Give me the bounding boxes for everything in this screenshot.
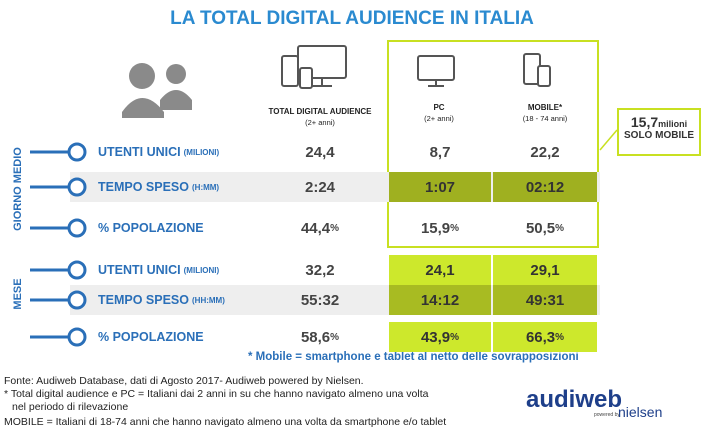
cell-unit: % <box>330 331 340 343</box>
row-label-text: % POPOLAZIONE <box>98 221 204 235</box>
cell-value: 49:31 <box>525 291 565 309</box>
cell-value: 44,4 <box>300 219 331 237</box>
source-line: Fonte: Audiweb Database, dati di Agosto … <box>4 375 364 387</box>
source-line: nel periodo di rilevazione <box>12 401 129 413</box>
highlight-frame <box>387 40 599 248</box>
column-label: PC <box>433 103 445 112</box>
logo-powered: powered by <box>594 412 620 418</box>
logo-brand: audiweb <box>526 386 623 413</box>
cell: 50,5% <box>493 213 597 243</box>
cell-value: 1:07 <box>424 178 456 196</box>
cell: 29,1 <box>493 255 597 285</box>
callout-unit: milioni <box>658 119 688 129</box>
cell: 24,4 <box>255 137 385 167</box>
connector-dot <box>67 260 87 280</box>
column-sub: (2+ anni) <box>424 114 454 123</box>
logo-partner: nielsen <box>618 404 663 420</box>
cell-value: 2:24 <box>304 178 336 196</box>
cell: 55:32 <box>255 285 385 315</box>
row-label-text: % POPOLAZIONE <box>98 330 204 344</box>
source-line: * Total digital audience e PC = Italiani… <box>4 388 429 400</box>
row-label-unit: (HH:MM) <box>192 295 225 305</box>
cell-unit: % <box>555 222 565 234</box>
row-label: % POPOLAZIONE <box>98 322 204 352</box>
cell-unit: % <box>330 222 340 234</box>
cell: 1:07 <box>389 172 491 202</box>
cell-value: 32,2 <box>305 261 335 279</box>
row-label-text: TEMPO SPESO <box>98 180 189 194</box>
row-label: % POPOLAZIONE <box>98 213 204 243</box>
column-label: MOBILE* <box>527 103 563 112</box>
cell-value: 43,9 <box>420 328 451 346</box>
cell-value: 58,6 <box>300 328 331 346</box>
connector-dot <box>67 327 87 347</box>
cell: 66,3% <box>493 322 597 352</box>
row-label: TEMPO SPESO (HH:MM) <box>98 285 225 315</box>
cell-unit: % <box>555 331 565 343</box>
callout: 15,7milioni SOLO MOBILE <box>617 108 701 156</box>
cell: 44,4% <box>255 213 385 243</box>
people-icon <box>122 63 192 118</box>
cell: 2:24 <box>255 172 385 202</box>
cell: 32,2 <box>255 255 385 285</box>
title: LA TOTAL DIGITAL AUDIENCE IN ITALIA <box>170 8 534 29</box>
callout-value: 15,7 <box>630 114 659 130</box>
cell-value: 15,9 <box>420 219 451 237</box>
cell: 24,1 <box>389 255 491 285</box>
connector-dot <box>67 290 87 310</box>
connector-dot <box>67 218 87 238</box>
pc-icon <box>417 55 455 87</box>
row-label: UTENTI UNICI (MILIONI) <box>98 137 219 167</box>
source-line: MOBILE = Italiani di 18-74 anni che hann… <box>4 416 447 428</box>
mobile-icon <box>523 53 551 87</box>
cell-value: 24,4 <box>305 143 335 161</box>
cell: 43,9% <box>389 322 491 352</box>
column-label: TOTAL DIGITAL AUDIENCE <box>268 107 372 116</box>
cell-value: 50,5 <box>525 219 556 237</box>
callout-label: SOLO MOBILE <box>624 130 694 141</box>
cell-value: 24,1 <box>425 261 455 279</box>
devices-icon <box>281 45 347 89</box>
row-label: TEMPO SPESO (H:MM) <box>98 172 219 202</box>
row-label-text: UTENTI UNICI <box>98 145 181 159</box>
cell-unit: % <box>450 331 460 343</box>
row-label-unit: (H:MM) <box>192 182 220 192</box>
cell: 15,9% <box>389 213 491 243</box>
cell: 02:12 <box>493 172 597 202</box>
cell-unit: % <box>450 222 460 234</box>
cell-value: 02:12 <box>525 178 565 196</box>
row-label-unit: (MILIONI) <box>183 147 220 157</box>
cell-value: 22,2 <box>530 143 560 161</box>
column-sub: (2+ anni) <box>305 118 335 127</box>
cell-value: 29,1 <box>530 261 560 279</box>
cell-value: 66,3 <box>525 328 556 346</box>
cell: 22,2 <box>493 137 597 167</box>
cell: 58,6% <box>255 322 385 352</box>
footnote: * Mobile = smartphone e tablet al netto … <box>248 351 579 363</box>
row-label-text: TEMPO SPESO <box>98 293 189 307</box>
cell: 49:31 <box>493 285 597 315</box>
cell-value: 8,7 <box>429 143 451 161</box>
cell-value: 55:32 <box>300 291 340 309</box>
connector-dot <box>67 142 87 162</box>
row-label-text: UTENTI UNICI <box>98 263 181 277</box>
connectors <box>30 142 87 347</box>
cell: 14:12 <box>389 285 491 315</box>
connector-dot <box>67 177 87 197</box>
row-label-unit: (MILIONI) <box>183 265 220 275</box>
cell-value: 14:12 <box>420 291 460 309</box>
column-sub: (18 - 74 anni) <box>522 114 568 123</box>
row-label: UTENTI UNICI (MILIONI) <box>98 255 219 285</box>
cell: 8,7 <box>389 137 491 167</box>
